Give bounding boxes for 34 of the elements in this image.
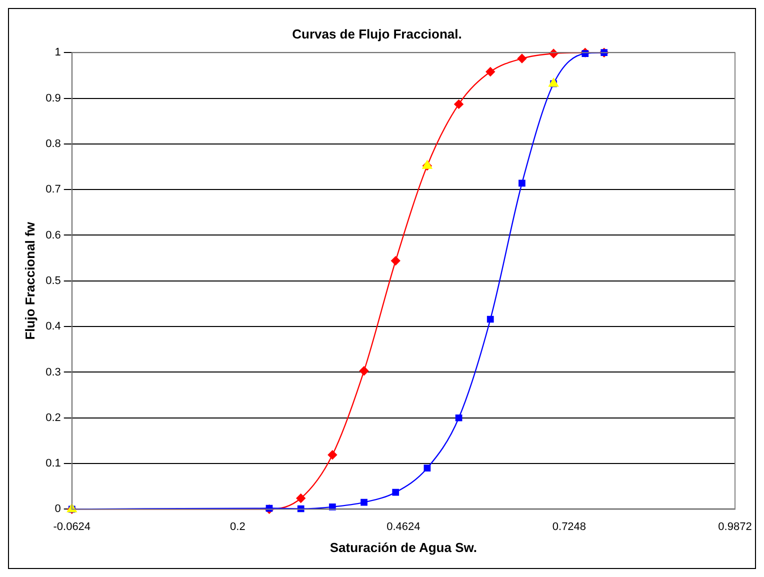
y-tick-label: 1: [54, 46, 61, 59]
point: [296, 494, 306, 503]
point: [582, 50, 589, 57]
x-axis-title: Saturación de Agua Sw.: [330, 540, 478, 555]
y-tick-label: 0.8: [46, 138, 61, 150]
x-tick-label: 0.9872: [718, 520, 752, 533]
y-tick-label: 0.4: [46, 320, 61, 333]
point: [359, 366, 369, 376]
point: [454, 100, 464, 109]
y-tick-label: 0.2: [46, 412, 61, 424]
y-tick-label: 0.3: [46, 366, 61, 378]
y-axis-title: Flujo Fraccional fw: [22, 221, 38, 340]
y-tick-label: 0.6: [46, 229, 61, 242]
point: [392, 488, 400, 496]
y-tick-label: 0.9: [46, 92, 61, 104]
point: [391, 256, 400, 266]
chart-title: Curvas de Flujo Fraccional.: [292, 26, 462, 42]
point: [328, 450, 338, 460]
y-tick-label: 0: [54, 503, 61, 516]
x-tick-label: 0.4624: [386, 520, 420, 533]
y-tick-label: 0.7: [46, 184, 61, 196]
x-tick-label: 0.7248: [552, 520, 586, 533]
point: [360, 498, 368, 506]
point: [486, 316, 494, 323]
point: [486, 67, 495, 76]
x-tick-label: 0.2: [230, 520, 246, 533]
point: [518, 180, 526, 187]
y-tick-label: 0.1: [46, 458, 61, 470]
point: [455, 414, 462, 422]
point: [424, 464, 431, 472]
x-tick-label: -0.0624: [53, 520, 91, 533]
point: [329, 503, 336, 510]
y-tick-label: 0.5: [46, 274, 61, 287]
point: [517, 54, 527, 64]
